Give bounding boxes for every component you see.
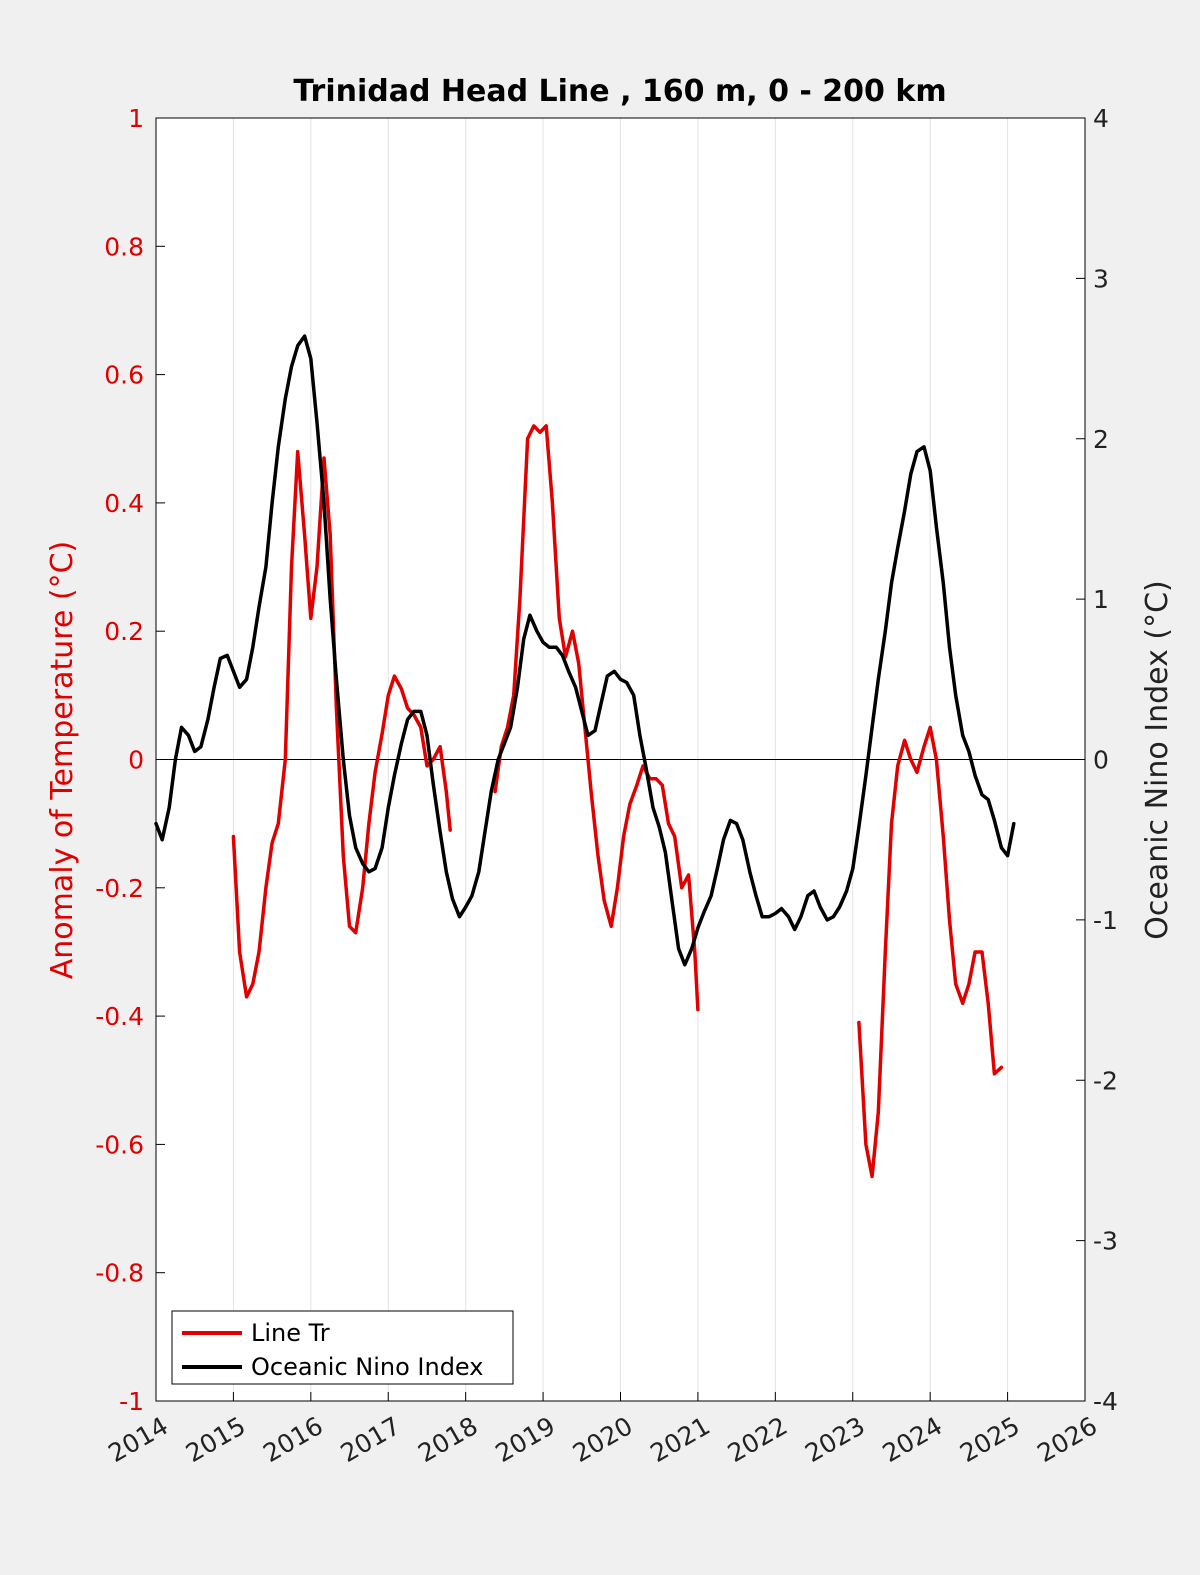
x-tick-label: 2025: [955, 1411, 1025, 1468]
left-axis-ticks: 1 0.8 0.6 0.4 0.2 0 -0.2 -0.4 -0.6 -0.8 -1: [95, 104, 165, 1416]
legend: Line Tr Oceanic Nino Index: [171, 1310, 514, 1385]
series-line-line-tr: [493, 424, 700, 1012]
right-tick-label: 1: [1093, 585, 1109, 614]
series-line-oceanic-nino-index: [154, 334, 1016, 967]
x-tick-label: 2014: [103, 1411, 173, 1468]
right-tick-label: -4: [1093, 1387, 1118, 1416]
left-tick-label: 1: [128, 104, 144, 133]
x-axis-ticks: 2014 2015 2016 2017 2018 2019 2020 2021 2022 2023…: [103, 1392, 1102, 1468]
x-tick-label: 2024: [878, 1411, 948, 1468]
right-tick-label: 3: [1093, 264, 1109, 293]
right-axis-ticks: 4 3 2 1 0 -1 -2 -3 -4: [1076, 104, 1118, 1416]
series-layer: [154, 334, 1016, 1179]
left-tick-label: -0.2: [95, 874, 144, 903]
series-line-line-tr: [857, 725, 1004, 1179]
x-tick-label: 2017: [336, 1411, 406, 1468]
x-tick-label: 2022: [723, 1411, 793, 1468]
x-tick-label: 2026: [1032, 1411, 1102, 1468]
left-tick-label: -0.4: [95, 1002, 144, 1031]
right-tick-label: 0: [1093, 746, 1109, 775]
left-tick-label: 0.4: [104, 489, 144, 518]
left-tick-label: -0.8: [95, 1259, 144, 1288]
right-tick-label: -3: [1093, 1227, 1118, 1256]
chart-title: Trinidad Head Line , 160 m, 0 - 200 km: [293, 74, 946, 109]
legend-label-line-tr: Line Tr: [251, 1319, 330, 1347]
right-tick-label: -2: [1093, 1066, 1118, 1095]
left-tick-label: 0.6: [104, 361, 144, 390]
right-tick-label: 2: [1093, 425, 1109, 454]
right-axis-label: Oceanic Nino Index (°C): [1140, 580, 1175, 940]
x-tick-label: 2021: [645, 1411, 715, 1468]
right-tick-label: -1: [1093, 906, 1118, 935]
x-tick-label: 2016: [258, 1411, 328, 1468]
left-tick-label: 0: [128, 746, 144, 775]
x-tick-label: 2015: [181, 1411, 251, 1468]
right-tick-label: 4: [1093, 104, 1109, 133]
series-line-line-tr: [231, 449, 452, 999]
legend-label-oni: Oceanic Nino Index: [251, 1353, 483, 1381]
left-tick-label: -1: [119, 1387, 144, 1416]
left-tick-label: -0.6: [95, 1130, 144, 1159]
left-axis-label: Anomaly of Temperature (°C): [45, 541, 80, 980]
x-tick-label: 2019: [490, 1411, 560, 1468]
left-tick-label: 0.8: [104, 232, 144, 261]
left-tick-label: 0.2: [104, 617, 144, 646]
legend-box: [171, 1310, 514, 1385]
x-tick-label: 2018: [413, 1411, 483, 1468]
x-tick-label: 2020: [568, 1411, 638, 1468]
x-tick-label: 2023: [800, 1411, 870, 1468]
